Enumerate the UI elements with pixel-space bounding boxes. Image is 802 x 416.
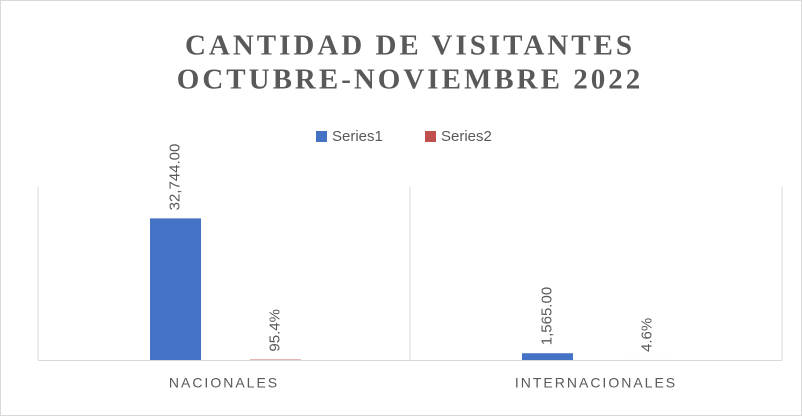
- bar: [150, 218, 201, 360]
- legend-swatch: [316, 131, 327, 142]
- data-label: 32,744.00: [166, 144, 183, 211]
- legend-swatch: [425, 131, 436, 142]
- chart-title: OCTUBRE-NOVIEMBRE 2022: [177, 64, 643, 96]
- data-label: 95.4%: [266, 309, 283, 352]
- x-tick-label: INTERNACIONALES: [515, 375, 677, 391]
- data-label: 4.6%: [638, 318, 655, 352]
- x-tick-label: NACIONALES: [169, 375, 279, 391]
- legend-label: Series1: [332, 128, 383, 145]
- legend-label: Series2: [441, 128, 492, 145]
- data-label: 1,565.00: [538, 287, 555, 345]
- bar: [522, 353, 573, 360]
- chart-title: CANTIDAD DE VISITANTES: [185, 30, 635, 62]
